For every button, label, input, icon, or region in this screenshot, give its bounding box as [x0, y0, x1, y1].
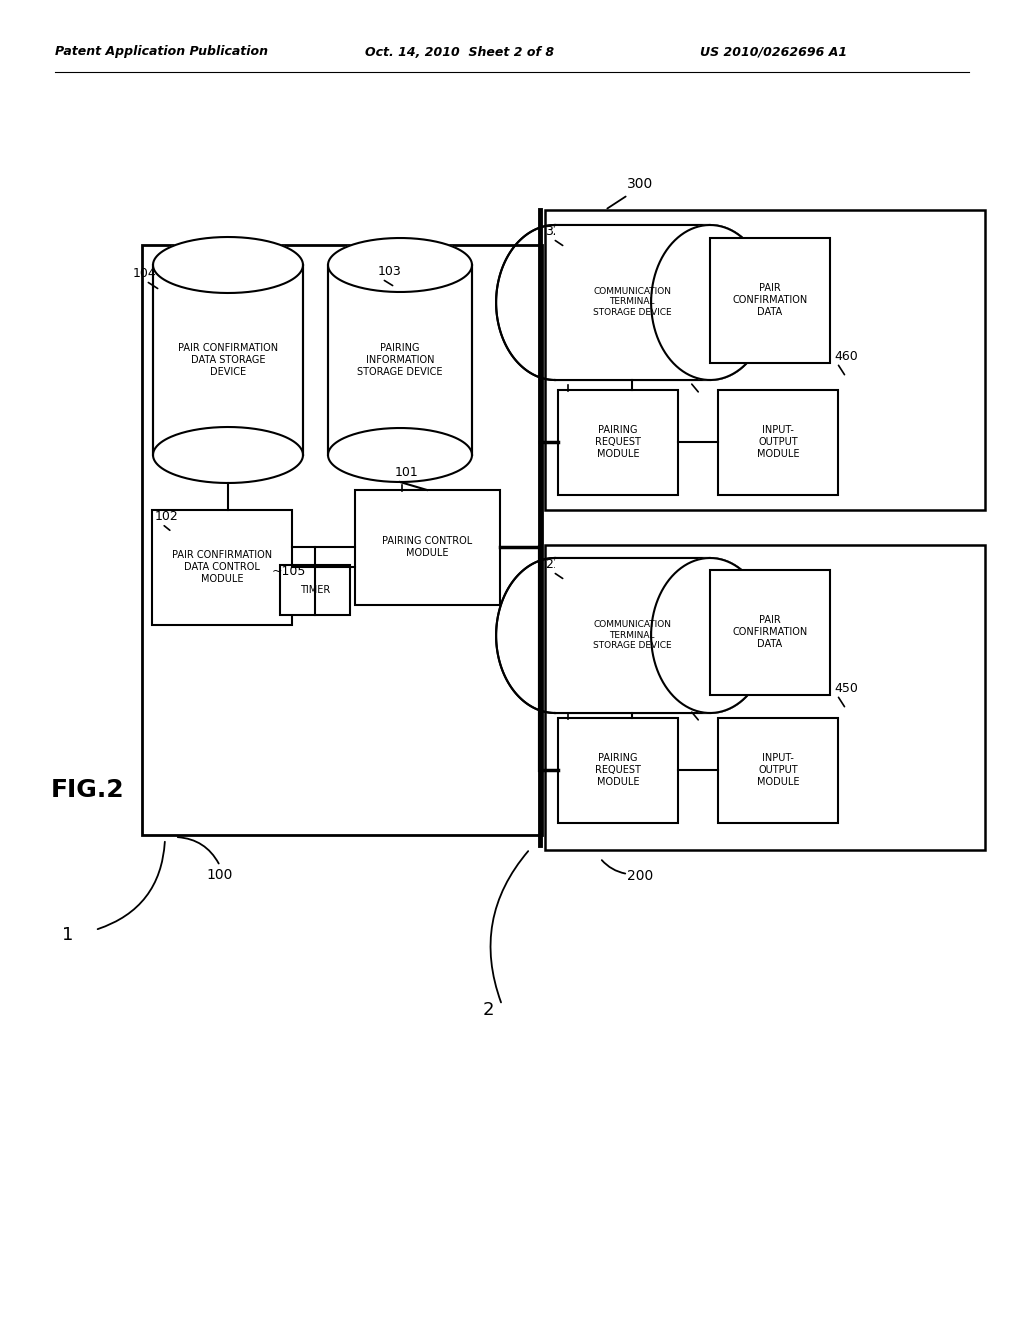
- Text: 322: 322: [678, 366, 701, 379]
- Bar: [710, 238, 830, 363]
- Text: 323: 323: [545, 224, 568, 238]
- Polygon shape: [328, 428, 472, 482]
- FancyArrowPatch shape: [555, 240, 563, 246]
- Text: PAIRING
INFORMATION
STORAGE DEVICE: PAIRING INFORMATION STORAGE DEVICE: [357, 343, 442, 376]
- Text: 211: 211: [561, 694, 585, 708]
- FancyArrowPatch shape: [839, 366, 845, 375]
- Text: PAIR
CONFIRMATION
DATA: PAIR CONFIRMATION DATA: [732, 615, 808, 648]
- Text: Patent Application Publication: Patent Application Publication: [55, 45, 268, 58]
- Text: 2: 2: [482, 1001, 494, 1019]
- Text: INPUT-
OUTPUT
MODULE: INPUT- OUTPUT MODULE: [757, 754, 800, 787]
- FancyArrowPatch shape: [607, 197, 626, 209]
- Text: PAIR CONFIRMATION
DATA STORAGE
DEVICE: PAIR CONFIRMATION DATA STORAGE DEVICE: [178, 343, 279, 376]
- Text: ~105: ~105: [272, 565, 306, 578]
- Polygon shape: [651, 224, 769, 380]
- FancyArrowPatch shape: [555, 574, 563, 578]
- Bar: [152, 510, 292, 624]
- Text: 460: 460: [834, 350, 858, 363]
- Text: PAIRING
REQUEST
MODULE: PAIRING REQUEST MODULE: [595, 425, 641, 458]
- Text: 100: 100: [207, 869, 233, 882]
- Text: 300: 300: [627, 177, 653, 191]
- Polygon shape: [555, 558, 710, 713]
- Bar: [545, 210, 985, 510]
- Text: COMMUNICATION
TERMINAL
STORAGE DEVICE: COMMUNICATION TERMINAL STORAGE DEVICE: [593, 286, 672, 317]
- Text: 103: 103: [378, 265, 401, 279]
- Bar: [718, 389, 838, 495]
- Polygon shape: [328, 265, 472, 455]
- FancyArrowPatch shape: [692, 384, 698, 392]
- Text: 321: 321: [561, 366, 585, 379]
- Bar: [280, 565, 350, 615]
- FancyArrowPatch shape: [384, 280, 392, 285]
- Text: 200: 200: [627, 869, 653, 883]
- Text: 104: 104: [133, 267, 157, 280]
- Text: INPUT-
OUTPUT
MODULE: INPUT- OUTPUT MODULE: [757, 425, 800, 458]
- Text: PAIRING CONTROL
MODULE: PAIRING CONTROL MODULE: [382, 536, 472, 558]
- FancyArrowPatch shape: [97, 842, 165, 929]
- Text: PAIRING
REQUEST
MODULE: PAIRING REQUEST MODULE: [595, 754, 641, 787]
- FancyArrowPatch shape: [602, 861, 626, 874]
- Polygon shape: [328, 238, 472, 292]
- Polygon shape: [555, 224, 710, 380]
- Polygon shape: [555, 224, 710, 380]
- Polygon shape: [153, 426, 303, 483]
- Text: PAIR CONFIRMATION
DATA CONTROL
MODULE: PAIR CONFIRMATION DATA CONTROL MODULE: [172, 550, 272, 583]
- Text: Oct. 14, 2010  Sheet 2 of 8: Oct. 14, 2010 Sheet 2 of 8: [365, 45, 554, 58]
- Text: FIG.2: FIG.2: [51, 777, 125, 803]
- Polygon shape: [651, 224, 769, 380]
- Polygon shape: [651, 558, 769, 713]
- FancyArrowPatch shape: [692, 711, 698, 719]
- Text: 102: 102: [155, 510, 179, 523]
- Text: 213: 213: [545, 558, 568, 572]
- Text: 101: 101: [395, 466, 419, 479]
- Text: PAIR
CONFIRMATION
DATA: PAIR CONFIRMATION DATA: [732, 284, 808, 317]
- Text: 212: 212: [678, 694, 701, 708]
- Bar: [718, 718, 838, 822]
- Bar: [545, 545, 985, 850]
- Polygon shape: [153, 265, 303, 455]
- FancyArrowPatch shape: [490, 851, 528, 1002]
- Text: COMMUNICATION
TERMINAL
STORAGE DEVICE: COMMUNICATION TERMINAL STORAGE DEVICE: [593, 620, 672, 649]
- FancyArrowPatch shape: [164, 525, 170, 531]
- Text: 450: 450: [834, 682, 858, 696]
- Bar: [142, 246, 542, 836]
- Text: US 2010/0262696 A1: US 2010/0262696 A1: [700, 45, 847, 58]
- Bar: [558, 718, 678, 822]
- FancyArrowPatch shape: [839, 697, 845, 706]
- Bar: [710, 570, 830, 696]
- Polygon shape: [651, 558, 769, 713]
- Polygon shape: [153, 238, 303, 293]
- FancyArrowPatch shape: [178, 837, 219, 863]
- Text: TIMER: TIMER: [300, 585, 330, 595]
- Bar: [558, 389, 678, 495]
- Polygon shape: [555, 558, 710, 713]
- FancyArrowPatch shape: [148, 282, 158, 289]
- Bar: [355, 490, 500, 605]
- Text: 1: 1: [62, 927, 74, 944]
